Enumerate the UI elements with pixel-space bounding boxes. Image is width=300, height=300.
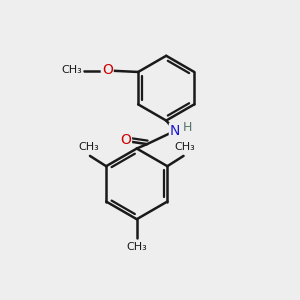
Text: CH₃: CH₃ <box>126 242 147 252</box>
Text: O: O <box>120 133 131 147</box>
Text: CH₃: CH₃ <box>175 142 195 152</box>
Text: CH₃: CH₃ <box>78 142 99 152</box>
Text: N: N <box>170 124 180 138</box>
Text: methoxy: methoxy <box>80 70 86 71</box>
Text: H: H <box>183 121 192 134</box>
Text: O: O <box>102 64 113 77</box>
Text: CH₃: CH₃ <box>62 65 82 75</box>
